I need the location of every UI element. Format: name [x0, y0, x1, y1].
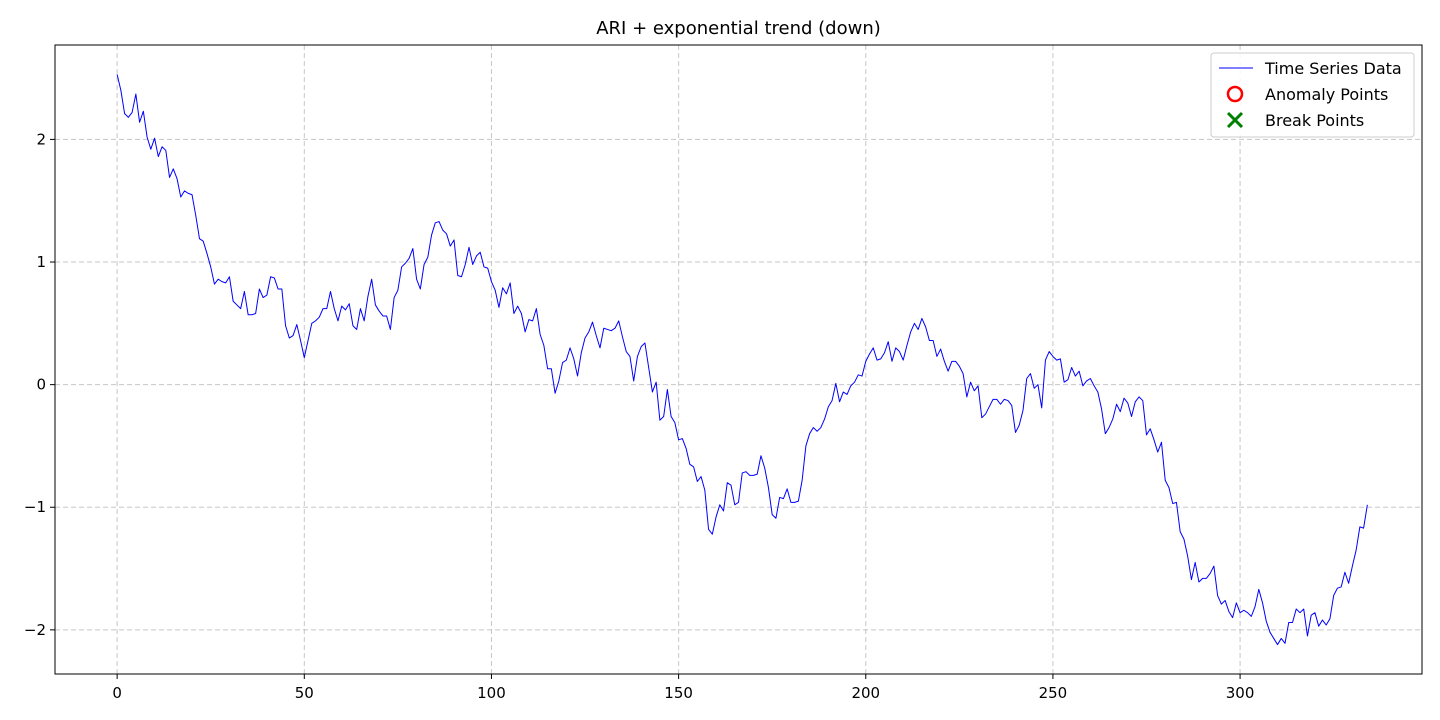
series-layer [116, 74, 1368, 646]
chart-title: ARI + exponential trend (down) [596, 18, 881, 39]
x-tick-label-150: 150 [664, 684, 693, 702]
y-tick-label-4: 2 [36, 130, 46, 148]
legend-swatch-circle [1226, 85, 1244, 103]
x-tick-label-250: 250 [1039, 684, 1068, 702]
y-tick-label-3: 1 [36, 253, 46, 271]
x-tick-label-100: 100 [477, 684, 506, 702]
x-tick-label-200: 200 [851, 684, 880, 702]
y-tick-label-0: −2 [24, 621, 46, 639]
x-tick-label-0: 0 [112, 684, 122, 702]
y-tick-label-2: 0 [36, 376, 46, 394]
y-tick-label-1: −1 [24, 498, 46, 516]
series-line-0 [116, 74, 1368, 646]
legend-box [1210, 52, 1415, 138]
legend-label-1: Anomaly Points [1265, 85, 1388, 104]
x-tick-label-50: 50 [295, 684, 314, 702]
axes: 0 50 100 150 200 250 300 −2 −1 0 1 2 [24, 130, 1255, 702]
legend: Time Series Data Anomaly Points Break Poin… [1210, 52, 1415, 138]
legend-swatch-x [1226, 111, 1244, 129]
plot-frame [54, 44, 1423, 675]
legend-label-2: Break Points [1265, 111, 1364, 130]
legend-label-0: Time Series Data [1264, 59, 1402, 78]
grid [55, 45, 1422, 674]
x-tick-label-300: 300 [1226, 684, 1255, 702]
